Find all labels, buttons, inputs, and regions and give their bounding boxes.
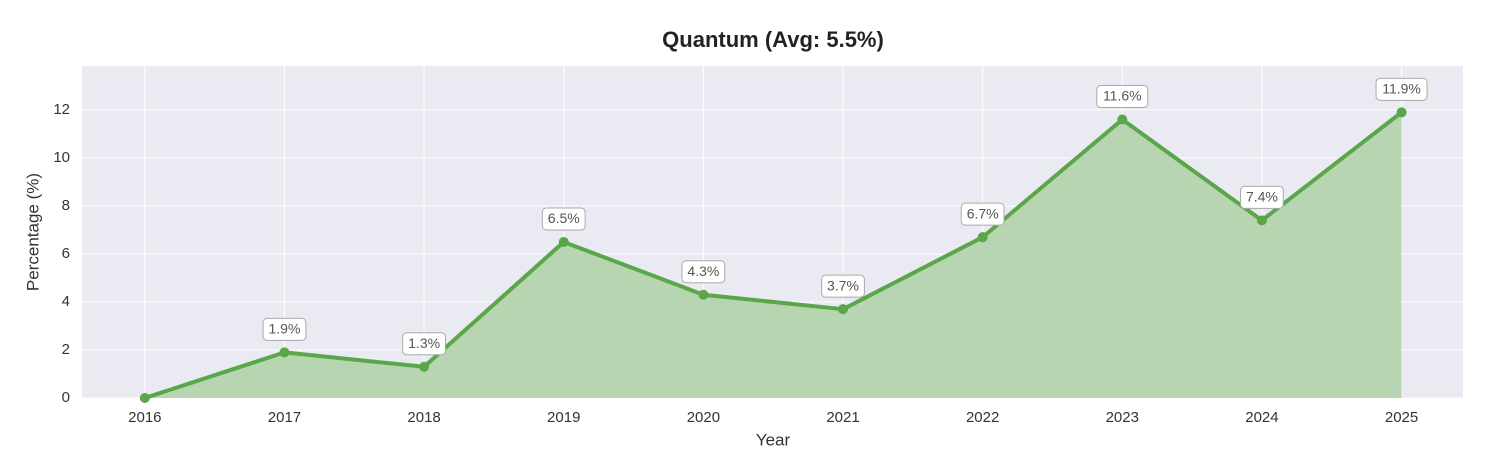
data-label: 6.5% [548, 210, 580, 226]
y-tick-label: 0 [62, 389, 70, 406]
x-tick-label: 2017 [268, 409, 301, 426]
data-label: 4.3% [687, 263, 719, 279]
line [144, 110, 1403, 400]
x-tick-label: 2016 [128, 409, 161, 426]
label-box [1096, 85, 1149, 109]
y-axis-label: Percentage (%) [23, 173, 42, 291]
chart-title: Quantum (Avg: 5.5%) [662, 27, 884, 52]
label-box [681, 260, 726, 284]
point [838, 304, 849, 315]
x-axis-label: Year [756, 430, 791, 449]
y-tick-label: 8 [62, 197, 70, 214]
point [139, 393, 150, 403]
y-tick-label: 2 [62, 341, 70, 358]
data-label: 7.4% [1246, 189, 1278, 205]
point [1256, 215, 1267, 226]
y-tick-label: 12 [53, 101, 70, 118]
label-box [821, 274, 865, 298]
label-box [262, 317, 307, 341]
point [698, 289, 709, 300]
x-tick-label: 2018 [407, 409, 440, 426]
point [1396, 107, 1407, 118]
data-label: 1.9% [269, 321, 301, 337]
x-tick-label: 2021 [826, 409, 859, 426]
x-tick-label: 2022 [966, 409, 999, 426]
data-label: 6.7% [967, 205, 999, 221]
label-box [1375, 77, 1428, 101]
area [144, 112, 1402, 398]
data-label: 11.9% [1382, 81, 1421, 97]
label-box [960, 202, 1005, 226]
data-label: 3.7% [827, 277, 859, 293]
y-tick-label: 6 [62, 245, 70, 262]
point [977, 232, 988, 243]
data-label: 11.6% [1103, 88, 1142, 104]
point [419, 361, 430, 372]
x-tick-label: 2023 [1106, 409, 1139, 426]
y-tick-label: 4 [62, 293, 70, 310]
x-tick-label: 2024 [1245, 409, 1278, 426]
label-box [1240, 185, 1284, 209]
point [1117, 114, 1128, 125]
label-box [541, 207, 586, 231]
label-box [402, 332, 447, 356]
x-tick-label: 2025 [1385, 409, 1418, 426]
point [279, 347, 290, 358]
x-tick-label: 2020 [687, 409, 720, 426]
data-label: 1.3% [408, 335, 440, 351]
x-tick-label: 2019 [547, 409, 580, 426]
y-tick-label: 10 [53, 149, 70, 166]
point [558, 236, 569, 247]
